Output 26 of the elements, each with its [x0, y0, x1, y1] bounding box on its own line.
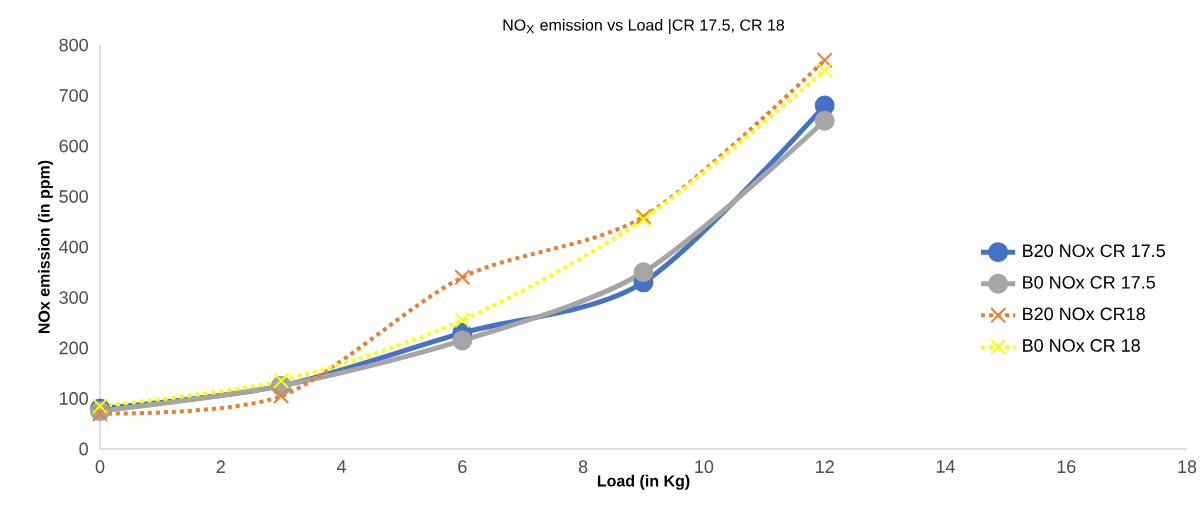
x-tick-label: 2	[216, 460, 225, 473]
chart-title: NO$_{X}$ emission vs Load |CR 17.5, CR 18	[503, 18, 785, 34]
y-tick-label: 200	[59, 341, 88, 355]
x-tick-label: 14	[936, 460, 955, 473]
x-tick-label: 4	[336, 460, 347, 473]
legend-label: B0 NOx CR 17.5	[1023, 275, 1155, 289]
x-axis-title: Load (in Kg)	[597, 474, 690, 490]
legend-label: B0 NOx CR 18	[1023, 339, 1140, 352]
y-tick-label: 500	[59, 190, 88, 203]
legend-label: B20 NOx CR18	[1023, 307, 1145, 321]
x-tick-label: 10	[695, 460, 714, 474]
y-tick-label: 100	[60, 392, 88, 405]
x-tick-label: 18	[1178, 460, 1197, 474]
x-tick-label: 0	[95, 460, 105, 474]
x-tick-label: 8	[578, 460, 588, 474]
x-tick-label: 12	[816, 460, 834, 473]
y-tick-label: 600	[59, 139, 88, 153]
x-tick-label: 16	[1057, 460, 1076, 474]
y-axis-title: NOx emission (in ppm)	[37, 160, 53, 334]
y-tick-label: 700	[59, 89, 88, 102]
x-tick-label: 6	[458, 460, 467, 474]
y-tick-label: 0	[79, 442, 88, 456]
y-tick-label: 800	[59, 38, 88, 52]
legend-label: B20 NOx CR 17.5	[1023, 244, 1165, 258]
y-tick-label: 300	[59, 291, 88, 304]
y-tick-label: 400	[59, 240, 88, 254]
